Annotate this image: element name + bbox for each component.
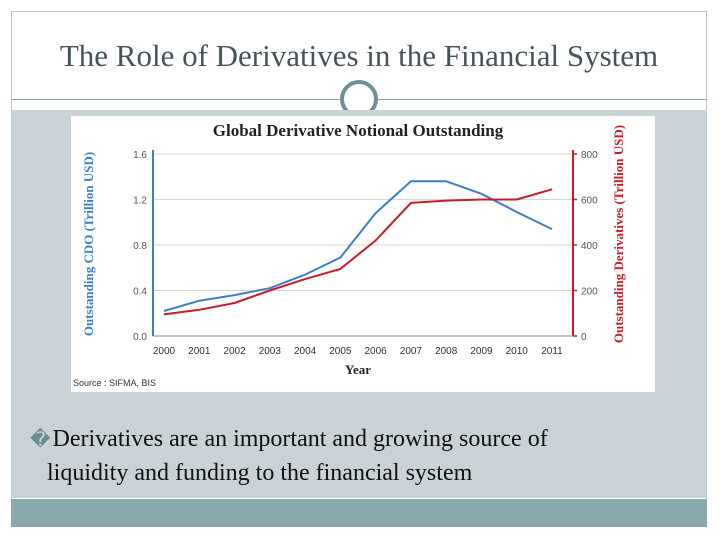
y-axis-label-left: Outstanding CDO (Trillion USD) — [81, 152, 96, 336]
gridlines — [153, 153, 573, 337]
cdo-series-line — [163, 180, 553, 312]
y-tick-label-right: 0 — [581, 332, 587, 343]
x-tick-label: 2000 — [153, 346, 176, 357]
bullet-text-line2: liquidity and funding to the financial s… — [47, 460, 473, 486]
x-tick-label: 2003 — [259, 346, 282, 357]
bullet-marker: � — [30, 429, 51, 451]
chart-image — [71, 116, 655, 392]
y-tick-label-left: 0.0 — [133, 332, 147, 343]
series-layer — [163, 180, 553, 316]
derivatives-series-line — [163, 188, 553, 316]
bullet-point: �Derivatives are an important and growin… — [30, 423, 680, 490]
chart-title: Global Derivative Notional Outstanding — [213, 121, 504, 140]
y-tick-label-left: 1.2 — [133, 196, 147, 207]
tick-labels: 0.0 0.4 0.8 1.2 1.6 0 200 400 600 800 2000 2001 2002… — [133, 150, 598, 357]
x-tick-label: 2009 — [470, 346, 493, 357]
x-tick-label: 2011 — [541, 346, 563, 357]
x-tick-label: 2005 — [329, 346, 352, 357]
x-tick-label: 2004 — [294, 346, 317, 357]
y-tick-label-right: 600 — [581, 196, 598, 207]
y-axis-label-right: Outstanding Derivatives (Trillion USD) — [611, 125, 626, 343]
derivative-chart: Global Derivative Notional Outstanding 0… — [73, 121, 626, 388]
x-tick-label: 2006 — [365, 346, 388, 357]
y-tick-label-left: 1.6 — [133, 150, 147, 161]
y-tick-label-right: 400 — [581, 241, 598, 252]
x-tick-label: 2002 — [223, 346, 246, 357]
y-tick-label-left: 0.4 — [133, 287, 147, 298]
bullet-text-line1: Derivatives are an important and growing… — [52, 426, 548, 452]
x-tick-label: 2010 — [506, 346, 529, 357]
x-tick-label: 2008 — [435, 346, 458, 357]
x-tick-label: 2007 — [400, 346, 423, 357]
x-axis-label: Year — [345, 362, 371, 377]
y-tick-label-left: 0.8 — [133, 241, 147, 252]
slide-title: The Role of Derivatives in the Financial… — [59, 38, 659, 73]
chart-source: Source : SIFMA, BIS — [73, 378, 156, 388]
axes — [152, 150, 577, 337]
y-tick-label-right: 200 — [581, 287, 598, 298]
y-tick-label-right: 800 — [581, 150, 598, 161]
x-tick-label: 2001 — [188, 346, 211, 357]
footer-bar — [11, 499, 707, 527]
